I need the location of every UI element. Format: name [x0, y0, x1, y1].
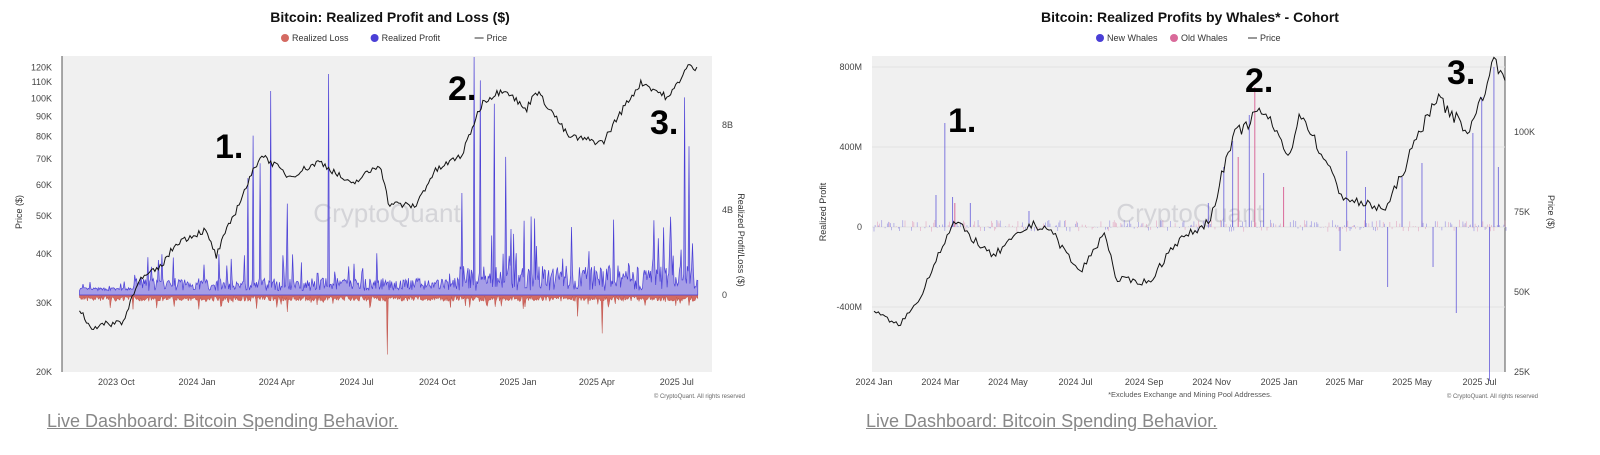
- annotation-3: 3.: [650, 104, 678, 142]
- y-left-tick: -400M: [836, 302, 862, 312]
- watermark: CryptoQuant: [313, 198, 461, 228]
- y-left-tick: 60K: [36, 180, 52, 190]
- price-line: [873, 56, 1506, 327]
- annotation-3: 3.: [1447, 54, 1475, 92]
- y-left-tick: 40K: [36, 249, 52, 259]
- legend-marker-0: [1096, 34, 1104, 42]
- x-tick: 2024 Jan: [855, 377, 892, 387]
- copyright: © CryptoQuant. All rights reserved: [1447, 393, 1538, 400]
- realized-loss-area: [79, 294, 699, 355]
- y-right-label: Price ($): [1546, 195, 1556, 229]
- x-tick: 2025 Jul: [660, 377, 694, 387]
- x-tick: 2025 Apr: [579, 377, 615, 387]
- x-tick: 2025 Mar: [1325, 377, 1363, 387]
- x-tick: 2023 Oct: [98, 377, 135, 387]
- y-left-tick: 0: [857, 222, 862, 232]
- y-left-tick: 100K: [31, 93, 52, 103]
- y-left-tick: 20K: [36, 367, 52, 377]
- y-right-tick: 50K: [1514, 287, 1530, 297]
- annotation-1: 1.: [215, 128, 243, 166]
- x-tick: 2024 Jan: [178, 377, 215, 387]
- y-right-tick: 25K: [1514, 367, 1530, 377]
- annotation-2: 2.: [1245, 62, 1273, 100]
- y-left-tick: 50K: [36, 211, 52, 221]
- legend-marker-0: [281, 34, 289, 42]
- y-left-tick: 80K: [36, 131, 52, 141]
- price-line: [79, 64, 698, 331]
- legend-marker-1: [1170, 34, 1178, 42]
- legend-label: Price: [1260, 33, 1281, 43]
- y-right-tick: 8B: [722, 120, 733, 130]
- live-dashboard-link-left[interactable]: Live Dashboard: Bitcoin Spending Behavio…: [47, 411, 399, 431]
- legend-label: New Whales: [1107, 33, 1158, 43]
- x-tick: 2024 Oct: [419, 377, 456, 387]
- realized-profit-area: [79, 56, 699, 296]
- y-left-tick: 70K: [36, 154, 52, 164]
- annotation-2: 2.: [448, 70, 476, 108]
- watermark: CryptoQuant: [1116, 198, 1264, 228]
- x-tick: 2024 Apr: [259, 377, 295, 387]
- x-tick: 2025 May: [1392, 377, 1432, 387]
- x-tick: 2024 May: [988, 377, 1028, 387]
- copyright: © CryptoQuant. All rights reserved: [654, 393, 745, 400]
- y-left-tick: 90K: [36, 111, 52, 121]
- y-left-tick: 800M: [839, 62, 862, 72]
- x-tick: 2024 Jul: [340, 377, 374, 387]
- chart-title: Bitcoin: Realized Profits by Whales* - C…: [1041, 9, 1339, 25]
- legend-label: Old Whales: [1181, 33, 1228, 43]
- x-tick: 2025 Jul: [1463, 377, 1497, 387]
- y-left-tick: 120K: [31, 62, 52, 72]
- x-tick: 2025 Jan: [1261, 377, 1298, 387]
- y-left-label: Price ($): [14, 195, 24, 229]
- x-tick: 2024 Mar: [921, 377, 959, 387]
- x-tick: 2024 Nov: [1192, 377, 1231, 387]
- footnote: *Excludes Exchange and Mining Pool Addre…: [1108, 390, 1272, 399]
- y-right-tick: 75K: [1514, 207, 1530, 217]
- plot-area: [872, 56, 1505, 372]
- y-left-label: Realized Profit: [818, 182, 828, 241]
- legend-label: Realized Loss: [292, 33, 349, 43]
- legend-label: Price: [487, 33, 508, 43]
- x-tick: 2025 Jan: [499, 377, 536, 387]
- chart-title: Bitcoin: Realized Profit and Loss ($): [270, 9, 510, 25]
- legend-label: Realized Profit: [382, 33, 441, 43]
- y-left-tick: 110K: [32, 77, 52, 87]
- y-left-tick: 400M: [839, 142, 862, 152]
- legend-marker-1: [370, 34, 379, 42]
- y-right-tick: 100K: [1514, 127, 1535, 137]
- x-tick: 2024 Jul: [1058, 377, 1092, 387]
- y-right-tick: 0: [722, 290, 727, 300]
- y-right-label: Realized Profit/Loss ($): [736, 193, 746, 287]
- y-left-tick: 30K: [36, 298, 52, 308]
- y-right-tick: 4B: [722, 205, 733, 215]
- x-tick: 2024 Sep: [1125, 377, 1164, 387]
- annotation-1: 1.: [948, 102, 976, 140]
- live-dashboard-link-right[interactable]: Live Dashboard: Bitcoin Spending Behavio…: [866, 411, 1218, 431]
